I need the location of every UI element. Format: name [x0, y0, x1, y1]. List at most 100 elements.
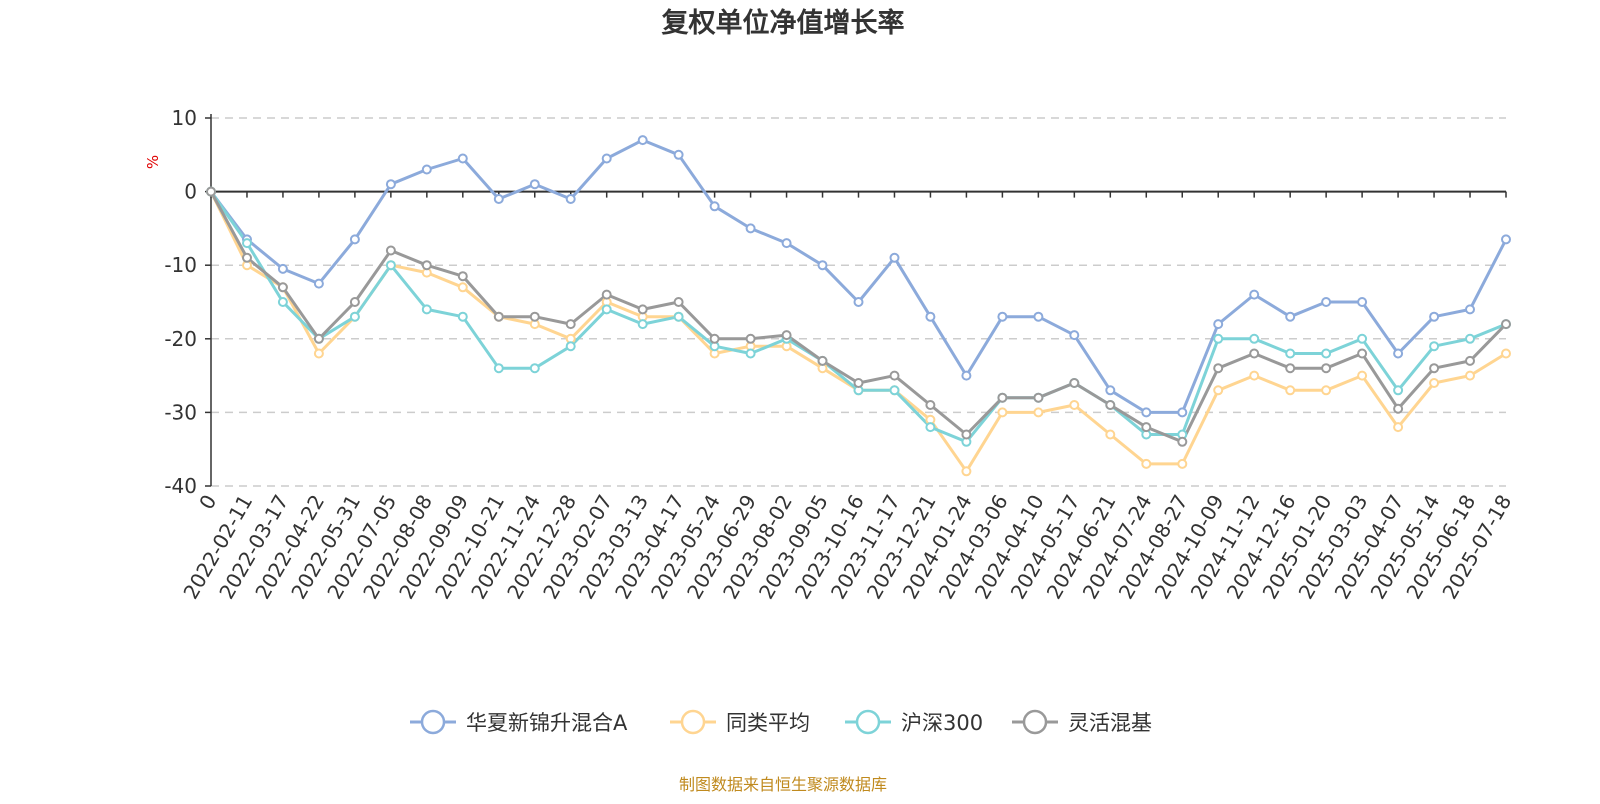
series-2-point-20 — [925, 422, 936, 433]
series-3-point-7 — [457, 271, 468, 282]
series-3-point-14 — [709, 333, 720, 344]
series-3-point-23 — [1033, 392, 1044, 403]
series-1-point-22 — [997, 407, 1008, 418]
series-2-point-9 — [529, 363, 540, 374]
series-1-point-27 — [1177, 458, 1188, 469]
series-2-point-5 — [385, 260, 396, 271]
series-0-point-21 — [961, 370, 972, 381]
series-2-point-1 — [242, 238, 252, 249]
legend-item-3[interactable]: 灵活混基 — [1012, 709, 1152, 735]
series-2-point-11 — [601, 304, 612, 315]
series-3-point-10 — [565, 319, 576, 330]
series-1-point-35 — [1465, 370, 1475, 381]
series-3-point-21 — [961, 429, 972, 440]
legend-item-1[interactable]: 同类平均 — [670, 709, 810, 735]
series-3-point-12 — [637, 304, 648, 315]
series-3-point-3 — [313, 333, 324, 344]
y-tick-label-0: -40 — [164, 474, 197, 498]
series-2-point-32 — [1357, 333, 1368, 344]
series-3-point-5 — [385, 245, 396, 256]
series-line-3 — [209, 190, 1508, 444]
series-0-point-9 — [529, 179, 540, 190]
legend-swatch-circle-3 — [1022, 709, 1048, 735]
series-1-point-36 — [1501, 348, 1511, 359]
series-1-point-33 — [1393, 422, 1404, 433]
series-markers — [206, 135, 1511, 477]
legend-label-0: 华夏新锦升混合A — [466, 711, 628, 735]
series-3-point-13 — [673, 297, 684, 307]
series-1-point-26 — [1141, 458, 1152, 469]
series-3-point-35 — [1465, 355, 1475, 366]
series-0-point-10 — [565, 194, 576, 204]
series-1-point-34 — [1429, 378, 1440, 388]
series-3-point-17 — [817, 355, 828, 366]
series-line-0 — [209, 138, 1508, 414]
series-3-point-18 — [853, 378, 864, 388]
y-axis-unit: % — [144, 155, 162, 169]
series-0-point-17 — [817, 260, 828, 271]
legend-item-2[interactable]: 沪深300 — [845, 709, 983, 735]
series-0-point-2 — [277, 263, 288, 274]
series-0-point-25 — [1105, 385, 1116, 396]
series-2-point-8 — [493, 363, 504, 374]
x-tick-label-0: 0 — [194, 491, 221, 514]
source-note: 制图数据来自恒生聚源数据库 — [679, 775, 887, 794]
series-2-point-4 — [349, 311, 360, 322]
series-2-point-35 — [1465, 333, 1475, 344]
legend-swatch-circle-2 — [855, 709, 881, 735]
series-3-point-28 — [1213, 363, 1224, 374]
series-line-1 — [209, 190, 1508, 473]
series-0-point-13 — [673, 149, 684, 160]
series-3-point-29 — [1249, 348, 1260, 359]
series-3-point-27 — [1177, 436, 1188, 447]
series-1-point-3 — [313, 348, 324, 359]
series-0-point-27 — [1177, 407, 1188, 418]
series-0-point-12 — [637, 135, 648, 146]
series-0-point-28 — [1213, 319, 1224, 330]
series-0-point-15 — [745, 223, 756, 234]
series-0-point-14 — [709, 201, 720, 212]
series-0-point-26 — [1141, 407, 1152, 418]
y-tick-label-3: -10 — [164, 253, 197, 277]
series-3-point-26 — [1141, 422, 1152, 433]
series-0-point-18 — [853, 297, 864, 307]
series-0-point-11 — [601, 153, 612, 164]
series-0-point-4 — [349, 234, 360, 245]
series-3-point-9 — [529, 311, 540, 322]
series-line-2 — [209, 190, 1508, 444]
series-1-point-21 — [961, 466, 972, 477]
series-3-point-15 — [745, 333, 756, 344]
y-tick-label-4: 0 — [184, 180, 197, 204]
y-tick-label-5: 10 — [172, 106, 197, 130]
series-3-point-32 — [1357, 348, 1368, 359]
y-tick-label-1: -30 — [164, 400, 197, 424]
series-0-point-34 — [1429, 311, 1440, 322]
series-3-point-34 — [1429, 363, 1440, 374]
series-2-point-19 — [889, 385, 900, 396]
series-1-point-28 — [1213, 385, 1224, 396]
series-2-point-33 — [1393, 385, 1404, 396]
legend-label-2: 沪深300 — [901, 711, 983, 735]
series-0-point-7 — [457, 153, 468, 164]
series-0-point-19 — [889, 252, 900, 263]
series-3-point-31 — [1321, 363, 1332, 374]
series-3-point-2 — [277, 282, 288, 293]
series-1-point-30 — [1285, 385, 1296, 396]
series-3-point-1 — [242, 252, 252, 263]
series-3-point-20 — [925, 400, 936, 410]
series-0-point-8 — [493, 194, 504, 204]
series-3-point-11 — [601, 289, 612, 300]
series-0-point-16 — [781, 238, 792, 249]
series-2-point-29 — [1249, 333, 1260, 344]
series-1-point-32 — [1357, 370, 1368, 381]
series-3-point-36 — [1501, 319, 1511, 330]
legend-swatch-circle-0 — [420, 709, 446, 735]
series-1-point-23 — [1033, 407, 1044, 418]
series-2-point-30 — [1285, 348, 1296, 359]
series-2-point-2 — [277, 297, 288, 307]
series-3-point-22 — [997, 392, 1008, 403]
series-3-point-16 — [781, 330, 792, 341]
legend-item-0[interactable]: 华夏新锦升混合A — [410, 709, 628, 735]
